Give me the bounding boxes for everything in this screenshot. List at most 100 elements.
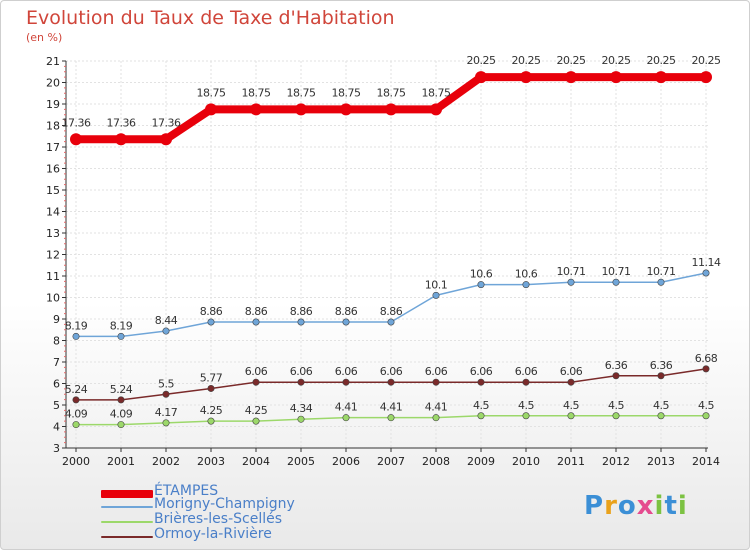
data-point-etampes: [700, 71, 712, 84]
x-tick-label: 2001: [107, 455, 135, 468]
data-point-ormoy-la-riviere: [432, 378, 440, 386]
data-point-etampes: [115, 133, 127, 146]
x-tick-label: 2000: [62, 455, 90, 468]
data-label-etampes: 18.75: [377, 86, 406, 99]
data-point-morigny-champigny: [567, 278, 575, 286]
y-tick-label: 19: [46, 98, 60, 111]
data-point-etampes: [565, 71, 577, 84]
data-point-brieres-les-scelles: [477, 412, 485, 420]
x-tick-label: 2013: [647, 455, 675, 468]
data-label-etampes: 20.25: [647, 54, 676, 67]
x-tick-label: 2007: [377, 455, 405, 468]
logo-letter: i: [654, 491, 665, 521]
data-label-brieres-les-scelles: 4.17: [155, 406, 178, 419]
data-point-ormoy-la-riviere: [297, 378, 305, 386]
data-label-ormoy-la-riviere: 6.06: [425, 365, 448, 378]
legend-label-ormoy: Ormoy-la-Rivière: [154, 526, 272, 542]
data-point-ormoy-la-riviere: [72, 396, 80, 404]
x-tick-label: 2012: [602, 455, 630, 468]
data-point-brieres-les-scelles: [657, 412, 665, 420]
y-tick-label: 12: [46, 249, 60, 262]
data-label-etampes: 20.25: [557, 54, 586, 67]
data-label-etampes: 18.75: [197, 86, 226, 99]
data-point-ormoy-la-riviere: [252, 378, 260, 386]
data-point-etampes: [385, 103, 397, 116]
logo-letter: i: [677, 491, 688, 521]
data-label-etampes: 17.36: [62, 116, 91, 129]
data-label-brieres-les-scelles: 4.25: [200, 404, 223, 417]
data-point-etampes: [520, 71, 532, 84]
data-label-morigny-champigny: 11.14: [692, 256, 721, 269]
data-label-brieres-les-scelles: 4.5: [563, 399, 579, 412]
data-point-morigny-champigny: [162, 327, 170, 335]
data-label-brieres-les-scelles: 4.5: [473, 399, 489, 412]
data-point-morigny-champigny: [72, 332, 80, 340]
logo-letter: r: [604, 491, 618, 521]
data-label-ormoy-la-riviere: 6.06: [290, 365, 313, 378]
y-tick-label: 7: [53, 356, 60, 369]
data-point-ormoy-la-riviere: [702, 365, 710, 373]
data-label-brieres-les-scelles: 4.41: [335, 401, 358, 414]
data-label-ormoy-la-riviere: 6.06: [380, 365, 403, 378]
logo-letter: o: [617, 491, 637, 521]
data-label-etampes: 20.25: [512, 54, 541, 67]
data-label-morigny-champigny: 8.86: [335, 305, 358, 318]
data-point-etampes: [430, 103, 442, 116]
x-tick-label: 2002: [152, 455, 180, 468]
y-tick-label: 3: [53, 442, 60, 455]
data-point-etampes: [655, 71, 667, 84]
data-label-etampes: 20.25: [692, 54, 721, 67]
legend-label-etampes: ÉTAMPES: [154, 483, 219, 499]
data-label-ormoy-la-riviere: 6.36: [650, 359, 673, 372]
data-label-brieres-les-scelles: 4.5: [653, 399, 669, 412]
data-label-brieres-les-scelles: 4.34: [290, 402, 313, 415]
y-tick-label: 9: [53, 313, 60, 326]
data-label-morigny-champigny: 10.71: [602, 265, 631, 278]
data-label-morigny-champigny: 8.86: [380, 305, 403, 318]
data-label-morigny-champigny: 10.6: [470, 268, 493, 281]
data-point-ormoy-la-riviere: [207, 384, 215, 392]
data-point-morigny-champigny: [387, 318, 395, 326]
data-label-ormoy-la-riviere: 6.68: [695, 352, 718, 365]
logo-letter: t: [664, 491, 678, 521]
unit-label: (en %): [26, 31, 63, 44]
y-tick-label: 17: [46, 141, 60, 154]
data-point-etampes: [295, 103, 307, 116]
data-point-brieres-les-scelles: [252, 417, 260, 425]
y-tick-label: 5: [53, 399, 60, 412]
data-point-morigny-champigny: [342, 318, 350, 326]
logo-letter: x: [636, 491, 655, 521]
y-tick-label: 4: [53, 421, 60, 434]
data-point-etampes: [70, 133, 82, 146]
data-label-morigny-champigny: 8.19: [110, 319, 133, 332]
data-point-etampes: [205, 103, 217, 116]
data-label-etampes: 18.75: [332, 86, 361, 99]
data-label-etampes: 20.25: [467, 54, 496, 67]
legend-swatch-etampes: [101, 490, 153, 498]
data-label-brieres-les-scelles: 4.5: [518, 399, 534, 412]
data-point-brieres-les-scelles: [612, 412, 620, 420]
data-point-etampes: [475, 71, 487, 84]
data-point-brieres-les-scelles: [297, 415, 305, 423]
data-point-etampes: [610, 71, 622, 84]
data-point-morigny-champigny: [432, 291, 440, 299]
y-tick-label: 8: [53, 335, 60, 348]
data-point-morigny-champigny: [117, 332, 125, 340]
data-label-morigny-champigny: 8.19: [65, 319, 88, 332]
data-label-brieres-les-scelles: 4.41: [425, 401, 448, 414]
data-point-brieres-les-scelles: [522, 412, 530, 420]
data-point-brieres-les-scelles: [432, 414, 440, 422]
y-tick-label: 21: [46, 55, 60, 68]
data-point-brieres-les-scelles: [72, 421, 80, 429]
data-label-morigny-champigny: 8.86: [245, 305, 268, 318]
legend-label-morigny: Morigny-Champigny: [154, 496, 295, 512]
data-point-etampes: [250, 103, 262, 116]
x-tick-label: 2006: [332, 455, 360, 468]
data-point-brieres-les-scelles: [702, 412, 710, 420]
data-point-ormoy-la-riviere: [117, 396, 125, 404]
data-point-morigny-champigny: [522, 281, 530, 289]
data-label-morigny-champigny: 8.44: [155, 314, 178, 327]
data-label-etampes: 18.75: [422, 86, 451, 99]
legend-swatch-ormoy: [101, 536, 153, 538]
y-tick-label: 14: [46, 206, 60, 219]
